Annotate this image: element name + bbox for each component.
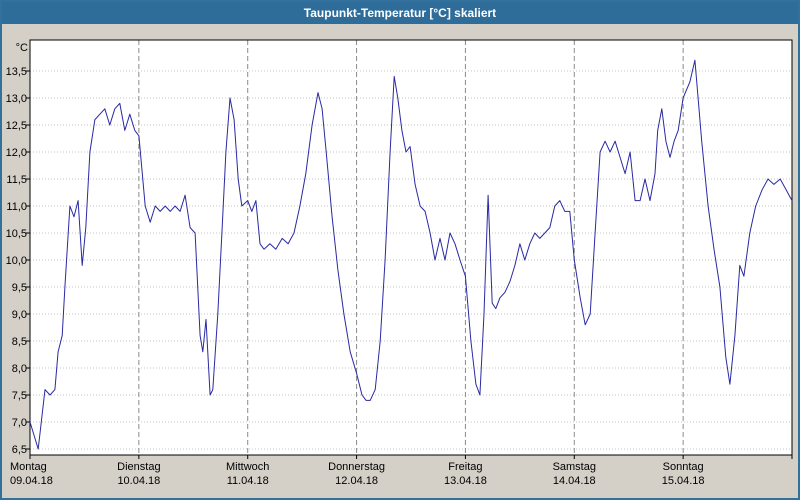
y-axis-unit: °C bbox=[16, 42, 28, 54]
x-day-name: Donnerstag bbox=[328, 461, 385, 473]
x-day-name: Samstag bbox=[553, 461, 596, 473]
y-tick-label: 7,5 bbox=[12, 390, 27, 402]
y-tick-label: 10,5 bbox=[6, 228, 27, 240]
x-day-name: Dienstag bbox=[117, 461, 160, 473]
y-tick-label: 12,0 bbox=[6, 147, 27, 159]
y-tick-label: 11,0 bbox=[6, 201, 27, 213]
y-tick-label: 9,5 bbox=[12, 282, 27, 294]
y-tick-label: 10,0 bbox=[6, 255, 27, 267]
x-day-date: 09.04.18 bbox=[10, 475, 53, 487]
x-day-date: 13.04.18 bbox=[444, 475, 487, 487]
x-day-date: 14.04.18 bbox=[553, 475, 596, 487]
y-tick-label: 6,5 bbox=[12, 444, 27, 456]
plot-border bbox=[29, 39, 793, 456]
y-tick-label: 13,0 bbox=[6, 93, 27, 105]
y-tick-label: 8,5 bbox=[12, 336, 27, 348]
y-tick-label: 9,0 bbox=[12, 309, 27, 321]
x-day-name: Sonntag bbox=[663, 461, 704, 473]
dew-point-line bbox=[29, 59, 793, 450]
y-tick-label: 12,5 bbox=[6, 120, 27, 132]
x-day-name: Mittwoch bbox=[226, 461, 269, 473]
y-tick-label: 7,0 bbox=[12, 417, 27, 429]
x-day-date: 10.04.18 bbox=[117, 475, 160, 487]
x-day-name: Freitag bbox=[448, 461, 482, 473]
x-day-date: 15.04.18 bbox=[662, 475, 705, 487]
window-title: Taupunkt-Temperatur [°C] skaliert bbox=[2, 2, 798, 24]
x-day-date: 11.04.18 bbox=[227, 475, 269, 487]
plot-background bbox=[30, 40, 792, 455]
y-tick-label: 8,0 bbox=[12, 363, 27, 375]
y-tick-label: 11,5 bbox=[6, 174, 27, 186]
x-day-date: 12.04.18 bbox=[335, 475, 378, 487]
x-day-name: Montag bbox=[10, 461, 47, 473]
y-tick-label: 13,5 bbox=[6, 66, 27, 78]
